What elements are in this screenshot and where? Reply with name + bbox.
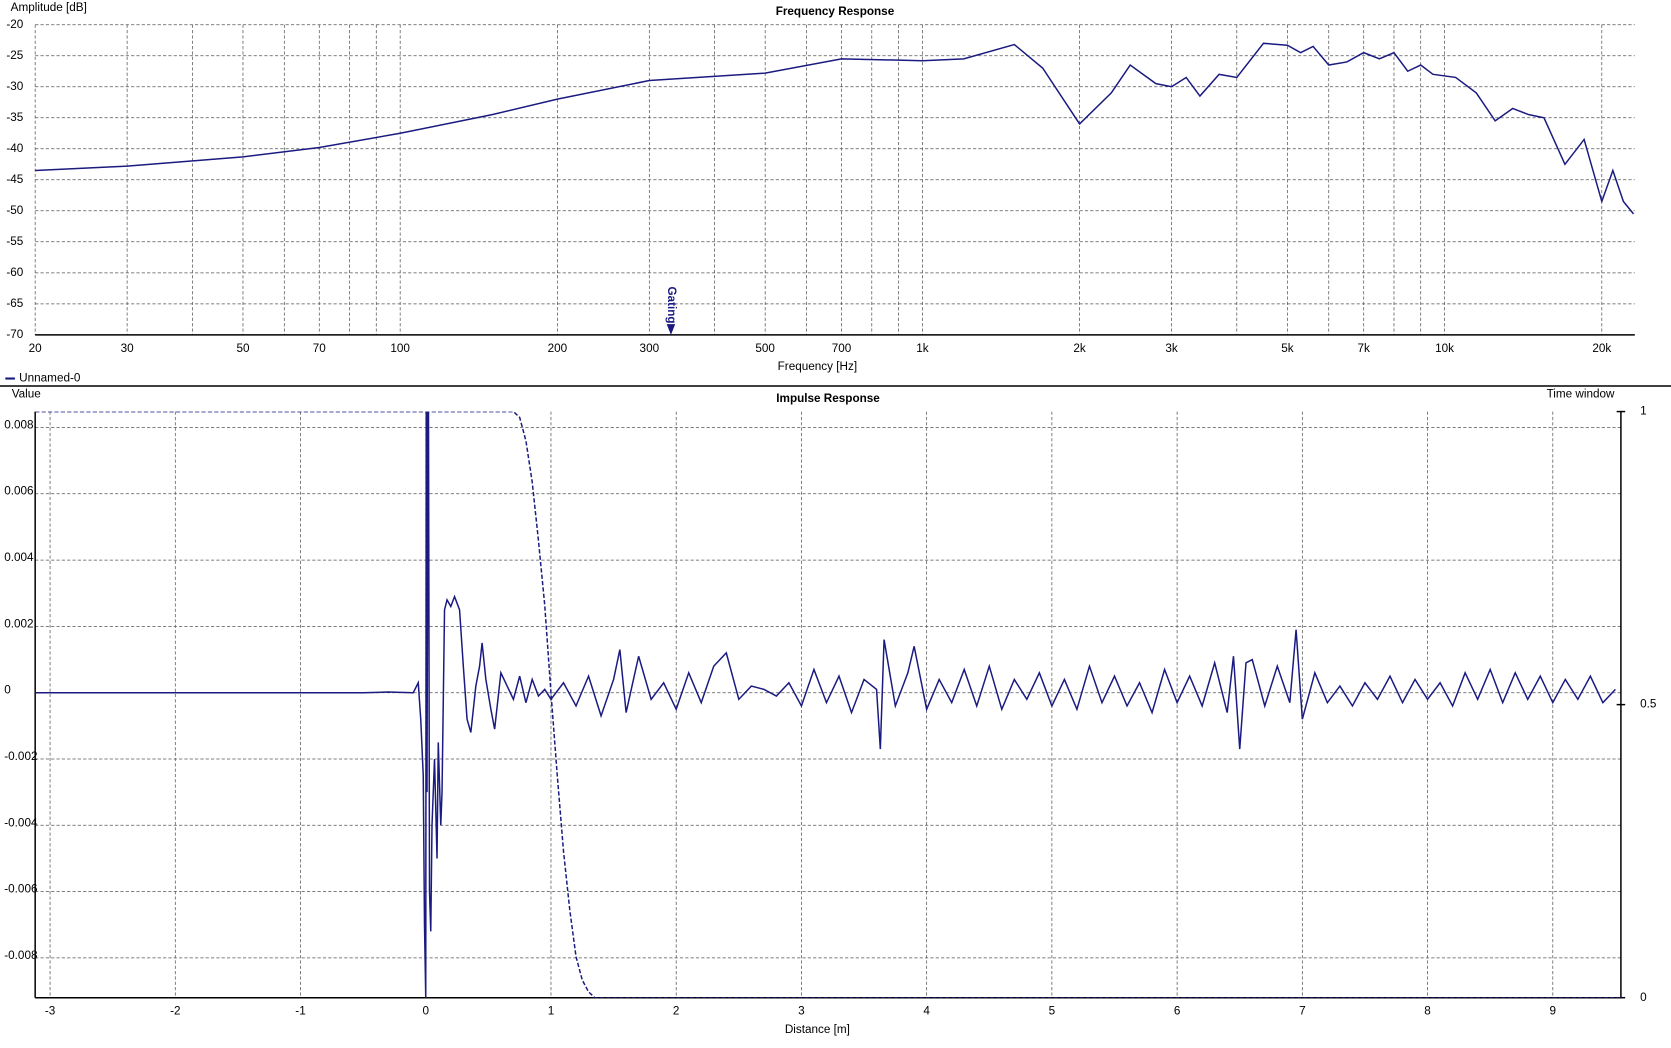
x-tick-label: 1k <box>916 342 929 355</box>
x-tick-label: 20k <box>1592 342 1611 355</box>
chart-title: Frequency Response <box>776 5 895 18</box>
x-tick-label: 6 <box>1174 1005 1181 1018</box>
x-tick-label: 3k <box>1165 342 1178 355</box>
x-tick-label: 0 <box>422 1005 429 1018</box>
y-tick-label: 0.002 <box>4 617 33 630</box>
x-tick-label: 4 <box>923 1005 930 1018</box>
y-tick-label: -30 <box>6 80 23 93</box>
x-tick-label: 8 <box>1424 1005 1431 1018</box>
x-tick-label: 100 <box>390 342 410 355</box>
y-tick-label: -0.002 <box>4 750 37 763</box>
y-tick-label: -25 <box>6 49 23 62</box>
x-tick-label: 5 <box>1049 1005 1056 1018</box>
series-line <box>35 411 1616 998</box>
x-tick-label: 20 <box>29 342 43 355</box>
x-tick-label: 500 <box>755 342 775 355</box>
y-tick-label: -60 <box>6 266 23 279</box>
y-tick-label: 0.006 <box>4 485 33 498</box>
y-tick-label: -35 <box>6 111 23 124</box>
plot-area <box>35 42 1635 215</box>
x-tick-label: 2 <box>673 1005 680 1018</box>
gating-marker <box>666 324 676 335</box>
y-axis-label: Amplitude [dB] <box>11 1 87 14</box>
x-tick-label: 10k <box>1435 342 1454 355</box>
y-tick-label: -0.006 <box>4 883 37 896</box>
x-tick-label: -1 <box>295 1005 305 1018</box>
y-tick-label: -20 <box>6 18 23 31</box>
y2-tick-label: 1 <box>1640 405 1647 418</box>
x-tick-label: 5k <box>1281 342 1294 355</box>
x-tick-label: 30 <box>121 342 135 355</box>
y2-axis-label: Time window <box>1547 388 1615 401</box>
y-tick-label: 0.008 <box>4 418 34 431</box>
y-tick-label: -70 <box>6 328 23 341</box>
x-tick-label: 7k <box>1358 342 1371 355</box>
y-tick-label: -0.008 <box>4 949 38 962</box>
x-tick-label: 50 <box>236 342 250 355</box>
series-line <box>35 42 1635 215</box>
x-tick-label: 7 <box>1299 1005 1306 1018</box>
y-tick-label: -50 <box>6 204 23 217</box>
y-tick-label: 0.004 <box>4 551 34 564</box>
y-axis-label: Value <box>12 388 41 401</box>
y-tick-label: -65 <box>6 297 23 310</box>
y-tick-label: -40 <box>6 142 23 155</box>
y-tick-label: -45 <box>6 173 23 186</box>
legend-label: Unnamed-0 <box>19 372 81 385</box>
y2-tick-label: 0 <box>1640 991 1647 1004</box>
x-tick-label: 1 <box>548 1005 555 1018</box>
plot-area <box>35 411 1621 998</box>
x-tick-label: 9 <box>1550 1005 1557 1018</box>
x-tick-label: 70 <box>313 342 327 355</box>
y-tick-label: 0 <box>4 684 11 697</box>
x-tick-label: 3 <box>798 1005 805 1018</box>
x-tick-label: 700 <box>832 342 852 355</box>
chart-title: Impulse Response <box>776 392 880 405</box>
y-tick-label: -0.004 <box>4 816 38 829</box>
y-tick-label: -55 <box>6 235 23 248</box>
x-tick-label: 200 <box>548 342 568 355</box>
x-axis-label: Frequency [Hz] <box>778 360 857 373</box>
series-line <box>35 411 1621 998</box>
x-tick-label: 2k <box>1073 342 1086 355</box>
x-tick-label: -2 <box>170 1005 180 1018</box>
y2-tick-label: 0.5 <box>1640 698 1657 711</box>
x-tick-label: -3 <box>45 1005 55 1018</box>
x-axis-label: Distance [m] <box>785 1023 850 1036</box>
gating-label: Gating <box>665 286 678 323</box>
x-tick-label: 300 <box>640 342 660 355</box>
